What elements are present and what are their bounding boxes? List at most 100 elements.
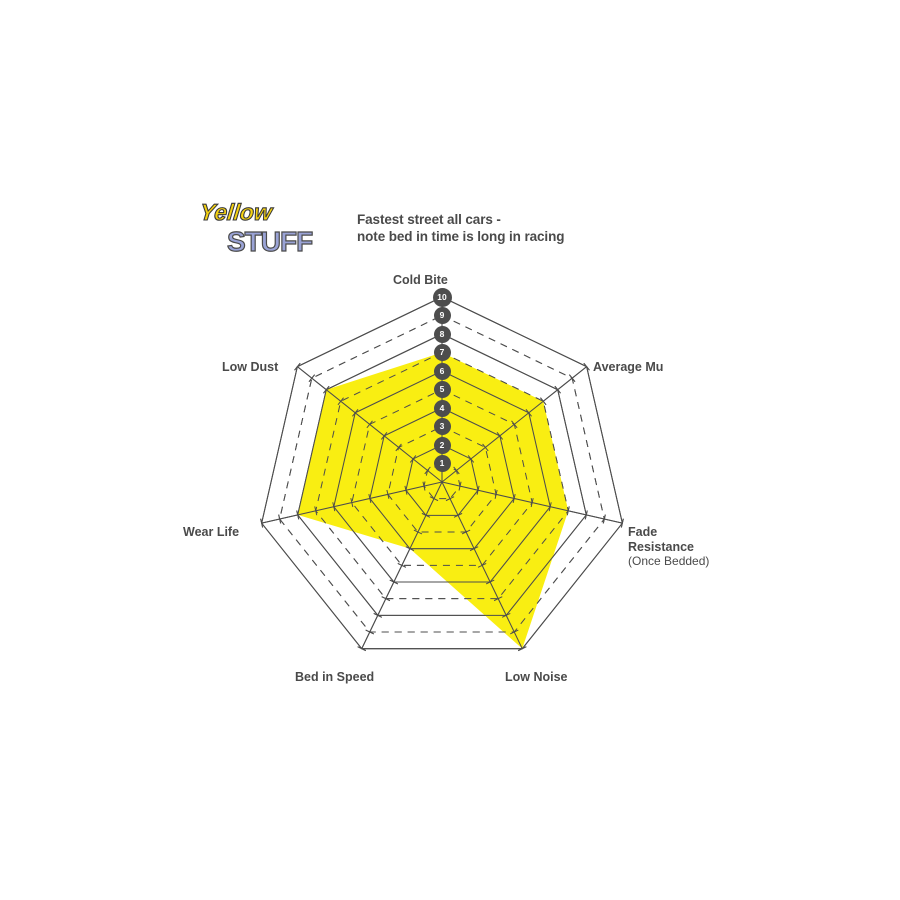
axis-label-low-noise: Low Noise (505, 670, 568, 684)
grid-tick-3-2 (453, 512, 463, 518)
scale-chip-3: 3 (433, 418, 451, 435)
grid-tick-4-4 (405, 546, 415, 552)
grid-tick-2-8 (584, 510, 588, 520)
grid-tick-6-10 (294, 362, 301, 371)
grid-tick-5-9 (278, 514, 282, 524)
scale-chip-6: 6 (433, 362, 451, 380)
grid-ring-7 (315, 351, 569, 600)
grid-ring-2 (405, 444, 479, 516)
grid-tick-1-3 (482, 443, 489, 452)
grid-tick-5-2 (404, 485, 408, 495)
grid-ring-8 (297, 333, 587, 616)
grid-tick-4-3 (413, 529, 423, 535)
grid-tick-1-1 (453, 466, 460, 475)
grid-tick-4-10 (357, 646, 367, 652)
headline-line-2: note bed in time is long in racing (357, 229, 565, 244)
radar-chart: Cold Bite Average Mu Fade Resistance (On… (150, 260, 770, 710)
grid-tick-6-4 (380, 432, 388, 440)
scale-chip-7: 7 (433, 344, 451, 361)
axis-label-fade-line2: Resistance (628, 539, 695, 554)
grid-tick-3-6 (485, 579, 495, 585)
logo-word-stuff: STUFF (226, 225, 314, 257)
grid-tick-2-5 (530, 498, 534, 508)
scale-chip-10: 10 (432, 287, 452, 307)
grid-tick-1-2 (467, 455, 475, 463)
scale-chip-9: 9 (433, 307, 451, 324)
radar-plot-svg (260, 296, 624, 652)
grid-tick-6-1 (424, 466, 431, 475)
grid-tick-6-2 (409, 455, 417, 463)
grid-ring-4 (369, 407, 515, 550)
grid-tick-6-9 (308, 374, 316, 383)
grid-tick-4-7 (381, 596, 391, 602)
grid-rings-dashed-overlay (279, 314, 605, 633)
grid-tick-1-4 (496, 432, 504, 440)
axis-label-fade-resistance: Fade Resistance (Once Bedded) (628, 525, 709, 569)
grid-tick-1-6 (525, 408, 532, 417)
grid-tick-2-3 (494, 489, 498, 499)
grid-tick-5-6 (332, 502, 336, 512)
axis-label-fade-sublabel: (Once Bedded) (628, 554, 710, 568)
logo-artwork: Yellow STUFF (198, 199, 315, 258)
axis-label-fade-line1: Fade (628, 525, 658, 539)
grid-tick-1-9 (568, 374, 576, 383)
grid-tick-1-8 (554, 385, 561, 394)
grid-tick-5-4 (368, 493, 372, 503)
axis-label-average-mu: Average Mu (593, 360, 664, 374)
grid-tick-4-2 (421, 512, 431, 518)
grid-tick-3-3 (461, 529, 471, 535)
grid-tick-1-7 (540, 397, 547, 406)
grid-tick-6-3 (395, 443, 402, 452)
grid-tick-2-6 (548, 502, 552, 512)
grid-tick-2-7 (566, 506, 570, 516)
headline-text: Fastest street all cars - note bed in ti… (357, 211, 677, 245)
grid-tick-2-9 (602, 514, 606, 524)
grid-ring-1 (423, 462, 461, 500)
header: Yellow STUFF Yellow STUFF Fastest street… (195, 193, 675, 268)
grid-tick-5-8 (296, 510, 300, 520)
scale-chip-2: 2 (433, 436, 451, 454)
grid-tick-5-5 (350, 498, 354, 508)
scale-chip-4: 4 (433, 399, 451, 417)
logo-word-yellow: Yellow (198, 199, 276, 226)
grid-tick-6-8 (323, 385, 330, 394)
grid-tick-3-5 (477, 562, 487, 568)
grid-tick-2-1 (458, 481, 462, 491)
grid-tick-5-1 (422, 481, 426, 491)
grid-tick-4-6 (389, 579, 399, 585)
svg-text:Yellow: Yellow (199, 199, 276, 225)
grid-tick-2-2 (476, 485, 480, 495)
grid-tick-3-4 (469, 546, 479, 552)
yellowstuff-logo: Yellow STUFF Yellow STUFF (195, 193, 325, 263)
axis-label-bed-in-speed: Bed in Speed (295, 670, 375, 684)
grid-ring-10 (261, 296, 623, 650)
grid-rings-solid-overlay (261, 296, 623, 650)
grid-tick-4-5 (397, 562, 407, 568)
axis-label-low-dust: Low Dust (222, 360, 279, 374)
grid-tick-1-5 (511, 420, 518, 429)
grid-tick-2-10 (620, 518, 624, 528)
grid-tick-4-1 (429, 496, 439, 502)
grid-tick-5-3 (386, 489, 390, 499)
scale-chip-5: 5 (433, 381, 451, 398)
grid-tick-6-6 (352, 408, 359, 417)
scale-chip-1: 1 (433, 455, 451, 472)
axis-label-wear-life: Wear Life (183, 525, 240, 539)
grid-tick-3-9 (509, 629, 519, 635)
grid-tick-6-7 (337, 397, 344, 406)
grid-tick-5-7 (314, 506, 318, 516)
svg-text:STUFF: STUFF (227, 226, 313, 257)
grid-tick-3-10 (517, 646, 527, 652)
grid-ring-6 (333, 370, 551, 583)
headline-line-1: Fastest street all cars - (357, 212, 501, 227)
grid-tick-2-4 (512, 493, 516, 503)
grid-tick-1-10 (583, 362, 590, 371)
grid-tick-3-8 (501, 612, 511, 618)
grid-tick-3-7 (493, 596, 503, 602)
grid-tick-4-9 (365, 629, 375, 635)
grid-tick-5-10 (260, 518, 264, 528)
scale-chip-8: 8 (433, 325, 451, 343)
grid-ring-3 (387, 425, 497, 533)
grid-tick-3-1 (445, 496, 455, 502)
